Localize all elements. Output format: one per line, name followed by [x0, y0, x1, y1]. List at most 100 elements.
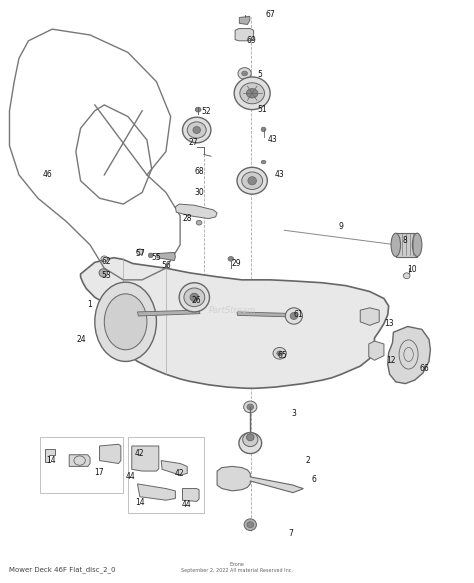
- Ellipse shape: [238, 68, 251, 79]
- Text: PartStream: PartStream: [209, 305, 256, 315]
- Ellipse shape: [391, 233, 401, 257]
- Ellipse shape: [244, 401, 257, 413]
- Ellipse shape: [247, 522, 254, 528]
- Text: 69: 69: [246, 36, 256, 45]
- Text: 43: 43: [268, 135, 277, 145]
- Polygon shape: [45, 449, 55, 462]
- Polygon shape: [360, 308, 379, 325]
- Ellipse shape: [244, 519, 256, 531]
- Text: 61: 61: [294, 310, 303, 319]
- Text: 55: 55: [152, 253, 161, 262]
- Text: 17: 17: [94, 468, 103, 477]
- Polygon shape: [182, 489, 199, 501]
- Text: 51: 51: [258, 105, 267, 114]
- Ellipse shape: [99, 269, 108, 277]
- Ellipse shape: [242, 71, 247, 76]
- Text: 24: 24: [77, 335, 86, 344]
- Text: 27: 27: [189, 138, 198, 147]
- Text: 44: 44: [182, 500, 191, 510]
- Ellipse shape: [243, 433, 258, 447]
- Text: 10: 10: [408, 265, 417, 274]
- Text: 28: 28: [182, 214, 192, 223]
- Ellipse shape: [234, 77, 270, 110]
- Text: 8: 8: [403, 236, 408, 245]
- Ellipse shape: [277, 351, 283, 356]
- Ellipse shape: [261, 160, 266, 164]
- Ellipse shape: [248, 177, 256, 185]
- Text: Ezone
September 2, 2022 All material Reserved Inc.: Ezone September 2, 2022 All material Res…: [181, 561, 293, 573]
- Text: 14: 14: [136, 498, 145, 507]
- Ellipse shape: [228, 257, 234, 261]
- Polygon shape: [175, 204, 217, 219]
- Polygon shape: [132, 446, 159, 471]
- Ellipse shape: [190, 293, 199, 301]
- Text: 52: 52: [201, 107, 211, 117]
- Text: 6: 6: [311, 475, 316, 484]
- Ellipse shape: [101, 256, 108, 262]
- Polygon shape: [100, 444, 121, 463]
- Polygon shape: [69, 455, 90, 466]
- Ellipse shape: [237, 167, 267, 194]
- Ellipse shape: [184, 288, 205, 307]
- Polygon shape: [137, 484, 175, 500]
- Ellipse shape: [195, 107, 201, 112]
- Text: 14: 14: [46, 456, 56, 465]
- Text: Mower Deck 46F Flat_disc_2_0: Mower Deck 46F Flat_disc_2_0: [9, 566, 116, 573]
- Text: 3: 3: [292, 409, 296, 419]
- Text: 44: 44: [126, 472, 135, 482]
- Polygon shape: [137, 310, 200, 316]
- Ellipse shape: [95, 282, 156, 361]
- Ellipse shape: [182, 117, 211, 143]
- Ellipse shape: [196, 220, 202, 225]
- Ellipse shape: [412, 233, 422, 257]
- Text: 7: 7: [289, 529, 293, 538]
- Text: 5: 5: [257, 70, 262, 79]
- Text: 30: 30: [194, 188, 204, 197]
- Text: 13: 13: [384, 319, 393, 328]
- Text: 26: 26: [192, 296, 201, 305]
- Text: 1: 1: [88, 300, 92, 309]
- Ellipse shape: [187, 122, 206, 138]
- Ellipse shape: [285, 308, 302, 324]
- Text: 2: 2: [306, 456, 310, 465]
- Ellipse shape: [261, 127, 266, 132]
- Text: 62: 62: [102, 257, 111, 266]
- Ellipse shape: [246, 89, 258, 98]
- Text: 53: 53: [101, 271, 111, 280]
- Text: 42: 42: [174, 469, 184, 478]
- Polygon shape: [237, 312, 299, 317]
- Ellipse shape: [137, 249, 143, 255]
- Text: 57: 57: [135, 249, 145, 258]
- Ellipse shape: [240, 83, 264, 104]
- Ellipse shape: [290, 312, 298, 319]
- Ellipse shape: [179, 283, 210, 312]
- Polygon shape: [161, 461, 187, 475]
- Polygon shape: [81, 258, 389, 388]
- Ellipse shape: [239, 433, 262, 454]
- Text: 67: 67: [265, 10, 275, 19]
- Ellipse shape: [273, 347, 286, 359]
- Text: 29: 29: [231, 259, 241, 268]
- Ellipse shape: [246, 434, 254, 441]
- Ellipse shape: [403, 273, 410, 279]
- Polygon shape: [388, 326, 430, 384]
- Polygon shape: [217, 466, 303, 493]
- Text: 68: 68: [194, 167, 204, 176]
- Text: 46: 46: [43, 170, 52, 180]
- Text: 12: 12: [386, 356, 395, 365]
- Ellipse shape: [104, 294, 147, 350]
- Text: 65: 65: [278, 351, 287, 360]
- Polygon shape: [396, 233, 417, 257]
- Polygon shape: [156, 252, 175, 261]
- Text: 56: 56: [161, 261, 171, 271]
- Ellipse shape: [247, 404, 254, 410]
- Text: 43: 43: [275, 170, 284, 180]
- Ellipse shape: [148, 253, 153, 258]
- Ellipse shape: [242, 172, 263, 189]
- Polygon shape: [239, 16, 250, 24]
- Polygon shape: [235, 29, 254, 41]
- Polygon shape: [369, 341, 384, 360]
- Text: 9: 9: [339, 222, 344, 231]
- Ellipse shape: [193, 127, 201, 134]
- Text: 66: 66: [420, 364, 429, 373]
